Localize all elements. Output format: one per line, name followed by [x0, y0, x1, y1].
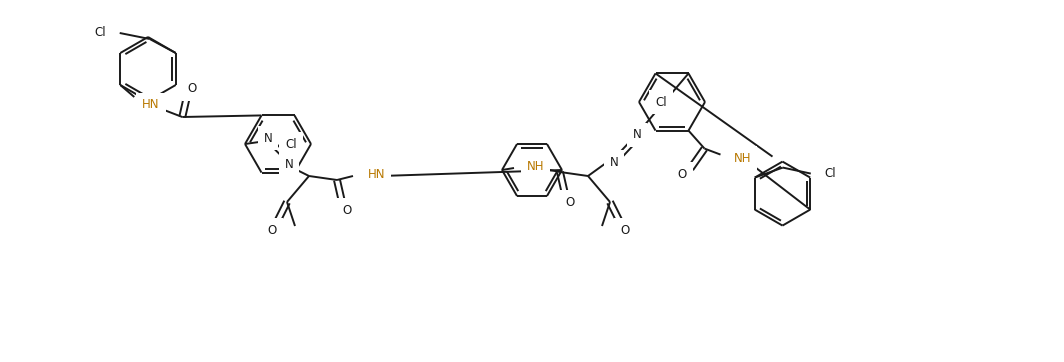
Text: Cl: Cl — [825, 167, 836, 180]
Text: N: N — [610, 156, 618, 168]
Text: N: N — [285, 159, 294, 172]
Text: O: O — [620, 223, 630, 236]
Text: O: O — [187, 83, 197, 96]
Text: Cl: Cl — [655, 96, 667, 109]
Text: HN: HN — [143, 98, 160, 111]
Text: O: O — [343, 203, 351, 216]
Text: NH: NH — [527, 160, 545, 173]
Text: N: N — [264, 131, 272, 144]
Text: O: O — [678, 168, 687, 181]
Text: Cl: Cl — [285, 138, 297, 151]
Text: Cl: Cl — [94, 26, 105, 39]
Text: O: O — [267, 223, 277, 236]
Text: N: N — [633, 129, 642, 142]
Text: O: O — [565, 195, 575, 209]
Text: HN: HN — [368, 168, 385, 181]
Text: NH: NH — [733, 152, 751, 165]
